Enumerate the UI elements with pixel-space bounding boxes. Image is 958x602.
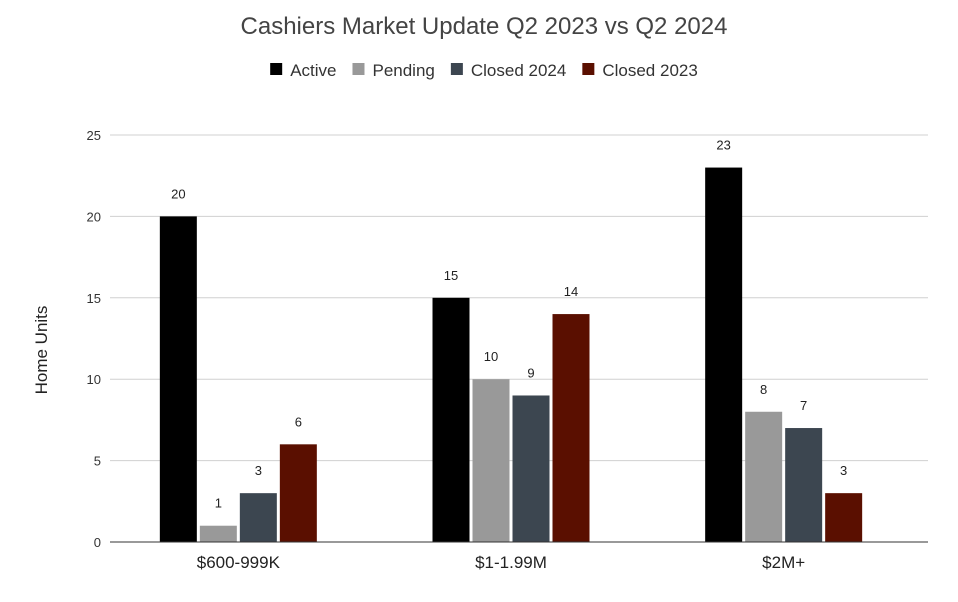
chart-title: Cashiers Market Update Q2 2023 vs Q2 202… — [241, 13, 728, 40]
data-label: 3 — [840, 463, 847, 478]
data-label: 9 — [527, 365, 534, 380]
y-tick-label: 0 — [94, 535, 101, 550]
legend-label: Closed 2023 — [602, 61, 697, 80]
bar-closed-2023 — [825, 493, 863, 542]
legend-label: Pending — [372, 61, 434, 80]
bar-active — [432, 297, 470, 542]
y-tick-label: 25 — [87, 128, 101, 143]
data-label: 7 — [800, 398, 807, 413]
data-label: 8 — [760, 382, 767, 397]
y-axis-ticks: 0 5 10 15 20 25 — [87, 128, 101, 550]
legend-swatch — [450, 63, 463, 75]
bar-closed-2024 — [512, 395, 550, 542]
legend-item-closed-2024: Closed 2024 — [450, 61, 566, 80]
data-label: 15 — [444, 268, 458, 283]
data-label: 23 — [716, 138, 730, 153]
x-tick-label: $600-999K — [197, 553, 281, 572]
data-label: 6 — [295, 414, 302, 429]
bar-closed-2024 — [239, 493, 277, 542]
bar-pending — [472, 379, 510, 542]
bar-active — [159, 216, 197, 542]
legend-swatch — [352, 63, 365, 75]
data-label: 20 — [171, 186, 185, 201]
legend: Active Pending Closed 2024 Closed 2023 — [270, 61, 698, 80]
legend-item-active: Active — [270, 61, 336, 80]
bar-closed-2023 — [552, 314, 590, 542]
y-tick-label: 10 — [87, 372, 101, 387]
legend-item-closed-2023: Closed 2023 — [582, 61, 698, 80]
y-tick-label: 15 — [87, 291, 101, 306]
x-axis-ticks: $600-999K $1-1.99M $2M+ — [197, 553, 805, 572]
data-label: 10 — [484, 349, 498, 364]
bar-active — [705, 167, 743, 542]
y-tick-label: 5 — [94, 454, 101, 469]
legend-item-pending: Pending — [352, 61, 435, 80]
x-tick-label: $1-1.99M — [475, 553, 547, 572]
legend-label: Closed 2024 — [471, 61, 566, 80]
y-axis-label: Home Units — [32, 306, 51, 395]
bar-pending — [199, 525, 237, 542]
x-tick-label: $2M+ — [762, 553, 805, 572]
y-tick-label: 20 — [87, 209, 101, 224]
bar-pending — [745, 411, 783, 542]
bar-closed-2023 — [279, 444, 317, 542]
data-label: 14 — [564, 284, 578, 299]
legend-swatch — [270, 63, 283, 75]
data-label: 1 — [215, 496, 222, 511]
legend-label: Active — [290, 61, 336, 80]
data-label: 3 — [255, 463, 262, 478]
bar-closed-2024 — [785, 428, 823, 542]
legend-swatch — [582, 63, 595, 75]
